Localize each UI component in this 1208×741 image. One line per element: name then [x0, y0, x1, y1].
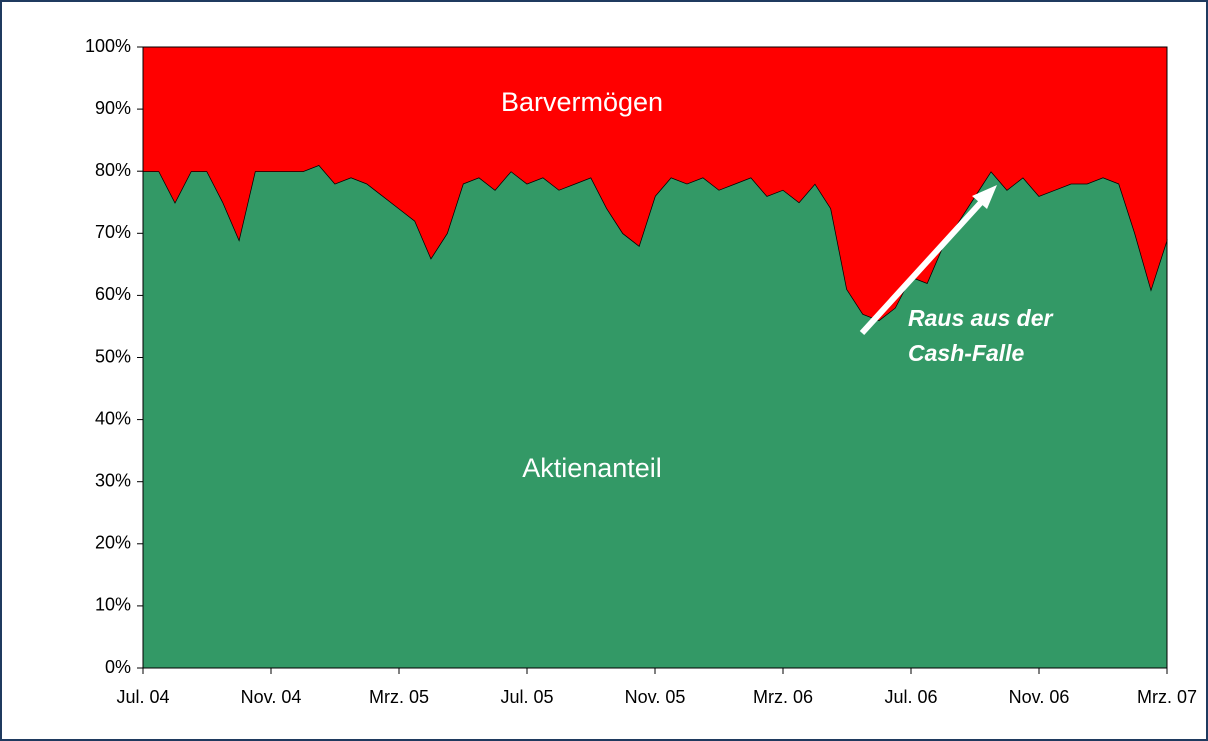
y-tick-label: 90% [95, 98, 131, 118]
plot-area: 0% 10% 20% 30% 40% 50% 60% 70% 80% 90% 100% Jul. 04… [85, 36, 1197, 707]
x-tick-label: Mrz. 06 [753, 687, 813, 707]
y-tick-label: 70% [95, 222, 131, 242]
y-tick-label: 0% [105, 657, 131, 677]
y-tick-label: 100% [85, 36, 131, 56]
y-tick-label: 20% [95, 533, 131, 553]
annotation: Raus aus der [908, 305, 1053, 331]
series-label: Aktienanteil [522, 453, 662, 483]
y-tick-label: 60% [95, 284, 131, 304]
x-tick-label: Jul. 05 [500, 687, 553, 707]
y-tick-label: 50% [95, 346, 131, 366]
y-tick-label: 40% [95, 408, 131, 428]
x-tick-label: Mrz. 05 [369, 687, 429, 707]
y-tick-label: 30% [95, 470, 131, 490]
x-tick-label: Nov. 05 [625, 687, 686, 707]
overlay: Barvermögen Aktienanteil Raus aus der Ca… [501, 87, 1054, 483]
area [143, 164, 1167, 669]
y-tick-label: 10% [95, 595, 131, 615]
x-tick-label: Nov. 06 [1009, 687, 1070, 707]
series-label: Barvermögen [501, 87, 663, 117]
x-tick-label: Mrz. 07 [1137, 687, 1197, 707]
arrow-head [972, 185, 997, 209]
area [143, 47, 1167, 321]
annotation: Cash-Falle [908, 340, 1025, 366]
arrow [859, 195, 988, 336]
x-tick-label: Jul. 06 [884, 687, 937, 707]
x-tick-label: Nov. 04 [241, 687, 302, 707]
x-tick-label: Jul. 04 [116, 687, 169, 707]
y-tick-label: 80% [95, 160, 131, 180]
